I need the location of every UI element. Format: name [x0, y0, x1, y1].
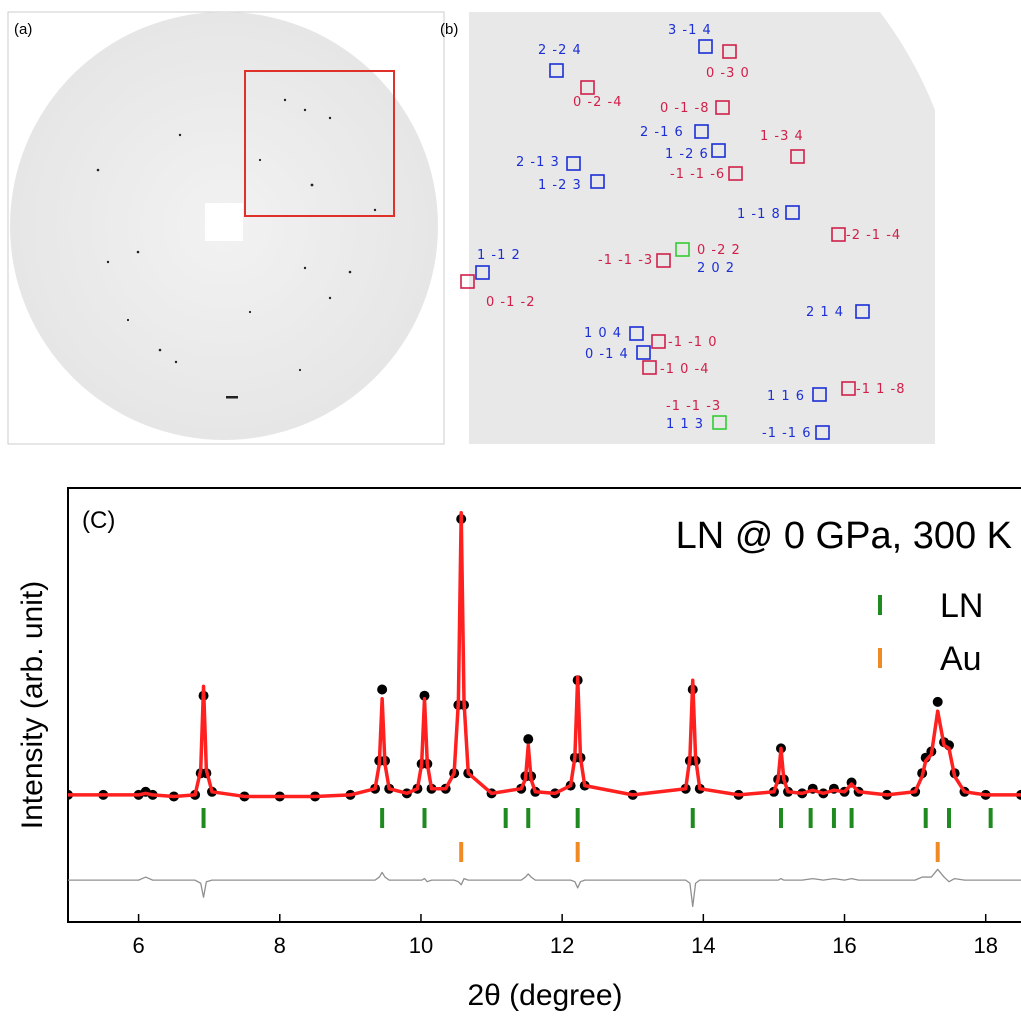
x-tick-label: 18 — [973, 933, 997, 958]
observed-point — [377, 684, 388, 695]
hkl-label: 1 -2 3 — [538, 178, 582, 193]
y-axis-label: Intensity (arb. unit) — [16, 581, 49, 829]
hkl-label: 1 -1 2 — [477, 248, 521, 263]
x-tick-label: 8 — [274, 933, 286, 958]
x-tick-label: 12 — [550, 933, 574, 958]
panel-label: (C) — [82, 507, 115, 534]
hkl-label: 2 -2 4 — [538, 43, 582, 58]
observed-point — [932, 696, 943, 707]
hkl-label: -1 0 -4 — [660, 362, 709, 377]
hkl-label: -1 1 -8 — [856, 382, 905, 397]
x-tick-label: 14 — [691, 933, 715, 958]
hkl-label: 1 1 3 — [666, 417, 704, 432]
zoom-image — [469, 12, 935, 444]
hkl-label: -1 -1 -3 — [666, 399, 721, 414]
legend-label: LN — [940, 587, 983, 625]
hkl-label: 3 -1 4 — [668, 23, 712, 38]
spot-boxes — [460, 39, 870, 440]
difference-curve — [68, 868, 1021, 908]
hkl-label: 1 -3 4 — [760, 129, 804, 144]
beam-stop — [205, 203, 243, 241]
hkl-label: 2 0 2 — [697, 261, 735, 276]
chart-title: LN @ 0 GPa, 300 K — [676, 515, 1012, 557]
plot-frame — [67, 487, 1021, 923]
panel-a: (a) — [7, 11, 445, 445]
plot-area — [68, 511, 1021, 908]
hkl-label: 0 -2 -4 — [573, 95, 622, 110]
hkl-label: 2 1 4 — [806, 305, 844, 320]
x-axis-label: 2θ (degree) — [467, 979, 622, 1012]
hkl-label: 1 -1 8 — [737, 207, 781, 222]
chart: (C) LN @ 0 GPa, 300 K 2θ (degree) Intens… — [16, 487, 1021, 1012]
legend-label: Au — [940, 640, 982, 678]
hkl-label: -1 -1 0 — [668, 335, 717, 350]
calculated-curve — [68, 511, 1021, 799]
hkl-label: 2 -1 3 — [516, 155, 560, 170]
hkl-label: 1 1 6 — [767, 389, 805, 404]
observed-point — [523, 734, 534, 745]
hkl-label: 0 -1 -8 — [660, 101, 709, 116]
hkl-label: -1 -1 6 — [762, 426, 811, 441]
hkl-label: -1 -1 -3 — [598, 253, 653, 268]
hkl-label: 0 -2 2 — [697, 243, 741, 258]
hkl-label: 2 -1 6 — [640, 125, 684, 140]
hkl-label: 0 -1 4 — [585, 347, 629, 362]
zoom-region — [244, 70, 395, 217]
panel-label: (a) — [14, 21, 32, 38]
panel-label: (b) — [440, 21, 458, 38]
hkl-label: 0 -1 -2 — [486, 295, 535, 310]
hkl-label: 1 -2 6 — [665, 147, 709, 162]
panel-b: (b) 3 -1 4 0 -3 0 2 -2 4 0 -2 -4 0 -1 -8… — [440, 12, 935, 444]
x-tick-label: 10 — [409, 933, 433, 958]
x-tick-label: 16 — [832, 933, 856, 958]
reflection-labels: 3 -1 4 0 -3 0 2 -2 4 0 -2 -4 0 -1 -8 2 -… — [477, 23, 905, 441]
observed-point — [419, 690, 430, 701]
hkl-label: 0 -3 0 — [706, 66, 750, 81]
x-tick-label: 6 — [132, 933, 144, 958]
hkl-label: 1 0 4 — [584, 326, 622, 341]
diffraction-spots — [96, 98, 377, 399]
hkl-label: -1 -1 -6 — [670, 167, 725, 182]
hkl-label: -2 -1 -4 — [846, 228, 901, 243]
